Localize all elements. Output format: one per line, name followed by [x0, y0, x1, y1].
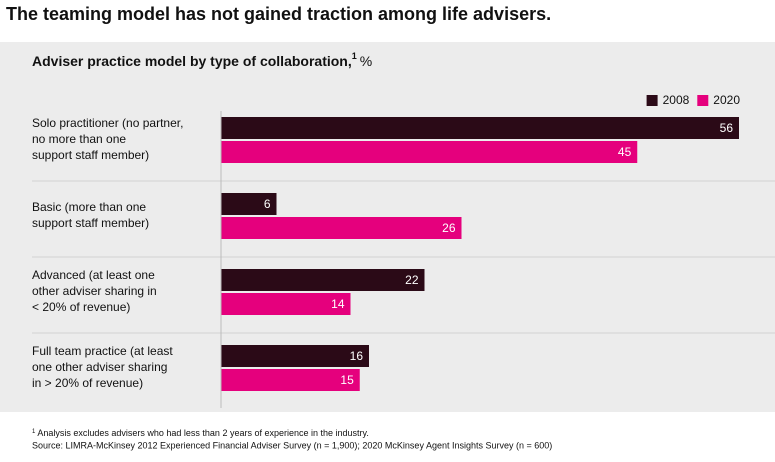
- unit: %: [360, 53, 372, 69]
- value-label: 6: [264, 197, 271, 211]
- bar: [221, 193, 277, 215]
- bar: [221, 369, 360, 391]
- legend-label: 2020: [713, 93, 740, 107]
- subtitle-marker: 1: [352, 51, 357, 61]
- value-label: 15: [340, 373, 354, 387]
- value-label: 45: [618, 145, 632, 159]
- category-label: support staff member): [32, 216, 149, 230]
- bar: [221, 269, 425, 291]
- value-label: 22: [405, 273, 419, 287]
- bar: [221, 293, 351, 315]
- category-label: Advanced (at least one: [32, 268, 155, 282]
- value-label: 56: [720, 121, 734, 135]
- footnote-marker: 1: [32, 429, 36, 435]
- category-label: Basic (more than one: [32, 200, 146, 214]
- category-label: no more than one: [32, 132, 126, 146]
- legend-swatch: [646, 95, 658, 106]
- category-label: other adviser sharing in: [32, 284, 157, 298]
- category-label: < 20% of revenue): [32, 300, 130, 314]
- legend-swatch: [697, 95, 709, 106]
- subtitle-text: Adviser practice model by type of collab…: [32, 53, 352, 69]
- footnote-text: Analysis excludes advisers who had less …: [37, 428, 369, 438]
- category-label: Full team practice (at least: [32, 344, 173, 358]
- category-label: Solo practitioner (no partner,: [32, 116, 183, 130]
- bar: [221, 217, 462, 239]
- chart-title: The teaming model has not gained tractio…: [6, 4, 551, 24]
- category-label: one other adviser sharing: [32, 360, 167, 374]
- bar: [221, 117, 739, 139]
- subtitle: Adviser practice model by type of collab…: [32, 51, 372, 68]
- category-label: support staff member): [32, 148, 149, 162]
- category-label: in > 20% of revenue): [32, 376, 143, 390]
- legend-label: 2008: [663, 93, 690, 107]
- bar: [221, 345, 369, 367]
- value-label: 26: [442, 221, 456, 235]
- footnote: 1 Analysis excludes advisers who had less…: [32, 428, 369, 438]
- value-label: 14: [331, 297, 345, 311]
- value-label: 16: [350, 349, 364, 363]
- bar: [221, 141, 638, 163]
- source: Source: LIMRA-McKinsey 2012 Experienced …: [32, 440, 552, 450]
